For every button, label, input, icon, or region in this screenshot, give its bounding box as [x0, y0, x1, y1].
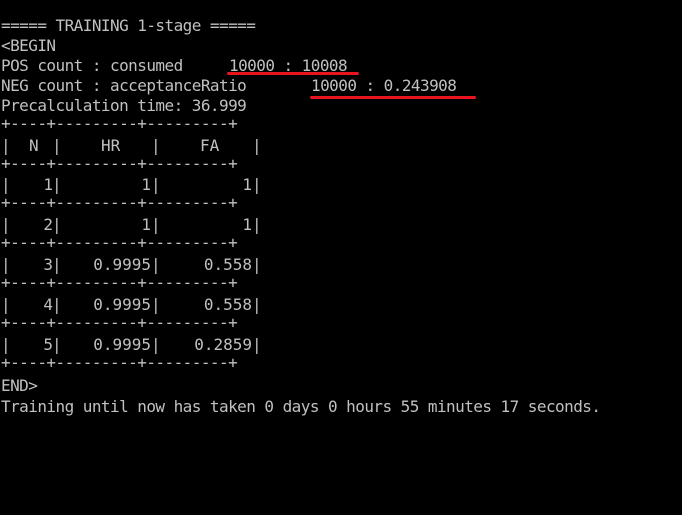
cell-hr: 0.9995: [60, 255, 151, 275]
cell-fa: 0.558: [159, 295, 252, 315]
header-hr: HR: [101, 136, 120, 156]
header-fa: FA: [200, 136, 219, 156]
pos-count-label: POS count : consumed: [1, 56, 183, 76]
table-border: +----+---------+---------+: [1, 313, 237, 333]
cell-fa: 0.2859: [159, 335, 252, 355]
cell-n: 1: [9, 175, 53, 195]
cell-n: 2: [9, 215, 53, 235]
table-border: +----+---------+---------+: [1, 154, 237, 174]
cell-n: 5: [9, 335, 53, 355]
end-marker: END>: [1, 376, 37, 396]
table-border-top: +----+---------+---------+: [1, 114, 237, 134]
neg-count-value: 10000 : 0.243908: [311, 76, 456, 96]
table-row: | 1 | 1 | 1 |: [1, 175, 59, 195]
cell-hr: 0.9995: [60, 295, 151, 315]
cell-fa: 1: [159, 215, 252, 235]
cell-fa: 0.558: [159, 255, 252, 275]
precalculation-time: Precalculation time: 36.999: [1, 96, 246, 116]
cell-hr: 1: [60, 175, 151, 195]
table-border-bottom: +----+---------+---------+: [1, 353, 237, 373]
table-border: +----+---------+---------+: [1, 233, 237, 253]
neg-value-annotation-underline: [310, 96, 476, 99]
cell-n: 4: [9, 295, 53, 315]
cell-n: 3: [9, 255, 53, 275]
table-row: | 5 | 0.9995 | 0.2859 |: [1, 335, 59, 355]
neg-count-label: NEG count : acceptanceRatio: [1, 76, 246, 96]
begin-marker: <BEGIN: [1, 36, 56, 56]
table-row: | 4 | 0.9995 | 0.558 |: [1, 295, 59, 315]
cell-fa: 1: [159, 175, 252, 195]
stage-header: ===== TRAINING 1-stage =====: [1, 16, 255, 36]
cell-hr: 0.9995: [60, 335, 151, 355]
table-border: +----+---------+---------+: [1, 273, 237, 293]
header-n: N: [29, 136, 39, 156]
table-header-row: | N | HR | FA |: [1, 136, 59, 156]
cell-hr: 1: [60, 215, 151, 235]
table-row: | 2 | 1 | 1 |: [1, 215, 59, 235]
table-row: | 3 | 0.9995 | 0.558 |: [1, 255, 59, 275]
pos-value-annotation-underline: [227, 72, 359, 75]
table-border: +----+---------+---------+: [1, 193, 237, 213]
terminal-window[interactable]: ===== TRAINING 1-stage ===== <BEGIN POS …: [0, 0, 682, 422]
training-time-summary: Training until now has taken 0 days 0 ho…: [1, 397, 600, 417]
